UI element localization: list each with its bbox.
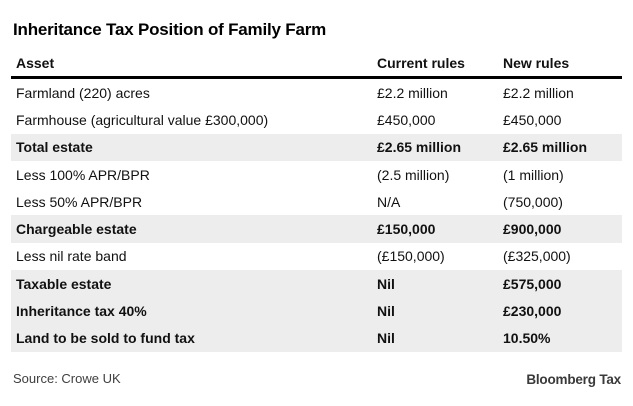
new-rules-cell: £230,000 [503, 303, 562, 320]
current-rules-cell: Nil [377, 330, 395, 347]
current-rules-cell: £450,000 [377, 111, 436, 128]
new-rules-cell: (1 million) [503, 166, 564, 183]
table-row: Less 100% APR/BPR (2.5 million) (1 milli… [11, 161, 622, 188]
new-rules-cell: (£325,000) [503, 248, 571, 265]
table-row: Farmhouse (agricultural value £300,000) … [11, 106, 622, 133]
table-body: Farmland (220) acres £2.2 million £2.2 m… [11, 79, 622, 352]
tax-table: Asset Current rules New rules Farmland (… [11, 49, 622, 352]
table-header-row: Asset Current rules New rules [11, 49, 622, 76]
table-row: Less 50% APR/BPR N/A (750,000) [11, 188, 622, 215]
asset-cell: Less nil rate band [16, 248, 127, 265]
current-rules-cell: £2.65 million [377, 139, 462, 156]
current-rules-cell: £2.2 million [377, 84, 448, 101]
asset-cell: Less 100% APR/BPR [16, 166, 150, 183]
source-note: Source: Crowe UK [13, 371, 121, 386]
asset-cell: Inheritance tax 40% [16, 303, 147, 320]
current-rules-cell: Nil [377, 275, 395, 292]
asset-cell: Total estate [16, 139, 93, 156]
current-rules-cell: N/A [377, 193, 401, 210]
new-rules-cell: £450,000 [503, 111, 562, 128]
chart-title: Inheritance Tax Position of Family Farm [13, 20, 327, 39]
new-rules-cell: £900,000 [503, 221, 562, 238]
table-row: Less nil rate band (£150,000) (£325,000) [11, 243, 622, 270]
asset-cell: Less 50% APR/BPR [16, 193, 143, 210]
header-divider [11, 76, 622, 79]
current-rules-cell: Nil [377, 303, 395, 320]
new-rules-cell: 10.50% [503, 330, 551, 347]
current-rules-cell: £150,000 [377, 221, 436, 238]
asset-cell: Chargeable estate [16, 221, 137, 238]
bloomberg-tax-logo: Bloomberg Tax [526, 372, 621, 387]
table-row: Inheritance tax 40% Nil £230,000 [11, 297, 622, 325]
column-header-asset: Asset [16, 54, 55, 71]
asset-cell: Land to be sold to fund tax [16, 330, 195, 347]
current-rules-cell: (2.5 million) [377, 166, 450, 183]
table-row: Land to be sold to fund tax Nil 10.50% [11, 324, 622, 352]
current-rules-cell: (£150,000) [377, 248, 445, 265]
new-rules-cell: £2.2 million [503, 84, 574, 101]
table-row: Taxable estate Nil £575,000 [11, 270, 622, 298]
asset-cell: Taxable estate [16, 275, 112, 292]
new-rules-cell: £575,000 [503, 275, 562, 292]
asset-cell: Farmland (220) acres [16, 84, 150, 101]
table-row: Total estate £2.65 million £2.65 million [11, 133, 622, 161]
table-row: Farmland (220) acres £2.2 million £2.2 m… [11, 79, 622, 106]
table-row: Chargeable estate £150,000 £900,000 [11, 215, 622, 243]
column-header-current-rules: Current rules [377, 54, 465, 71]
column-header-new-rules: New rules [503, 54, 570, 71]
new-rules-cell: £2.65 million [503, 139, 588, 156]
asset-cell: Farmhouse (agricultural value £300,000) [16, 111, 269, 128]
new-rules-cell: (750,000) [503, 193, 563, 210]
